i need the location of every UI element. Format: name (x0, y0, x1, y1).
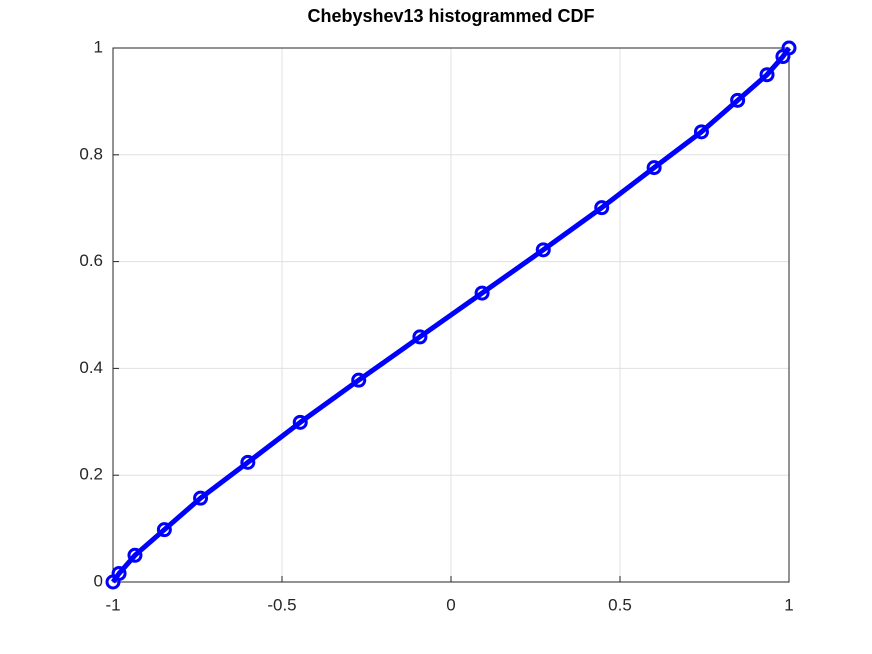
x-tick-label: 1 (784, 595, 793, 614)
x-tick-label: -1 (105, 595, 120, 614)
data-point (111, 565, 127, 581)
data-point (193, 490, 209, 506)
data-point (759, 67, 775, 83)
y-tick-label: 0.4 (79, 358, 103, 377)
data-point (730, 92, 746, 108)
data-point (351, 372, 367, 388)
y-tick-label: 1 (94, 37, 103, 56)
data-point (474, 285, 490, 301)
x-tick-label: -0.5 (267, 595, 296, 614)
chart-title: Chebyshev13 histogrammed CDF (307, 6, 594, 26)
y-tick-label: 0 (94, 571, 103, 590)
x-tick-label: 0 (446, 595, 455, 614)
data-point (412, 329, 428, 345)
data-point (127, 547, 143, 563)
data-point (781, 40, 797, 56)
y-tick-label: 0.8 (79, 144, 103, 163)
data-point (646, 160, 662, 176)
plot-frame (112, 47, 790, 583)
data-point (292, 414, 308, 430)
y-tick-label: 0.6 (79, 251, 103, 270)
data-point (240, 454, 256, 470)
data-point (594, 200, 610, 216)
data-point (535, 242, 551, 258)
data-point (693, 124, 709, 140)
y-tick-label: 0.2 (79, 465, 103, 484)
x-tick-label: 0.5 (608, 595, 632, 614)
data-point (156, 522, 172, 538)
